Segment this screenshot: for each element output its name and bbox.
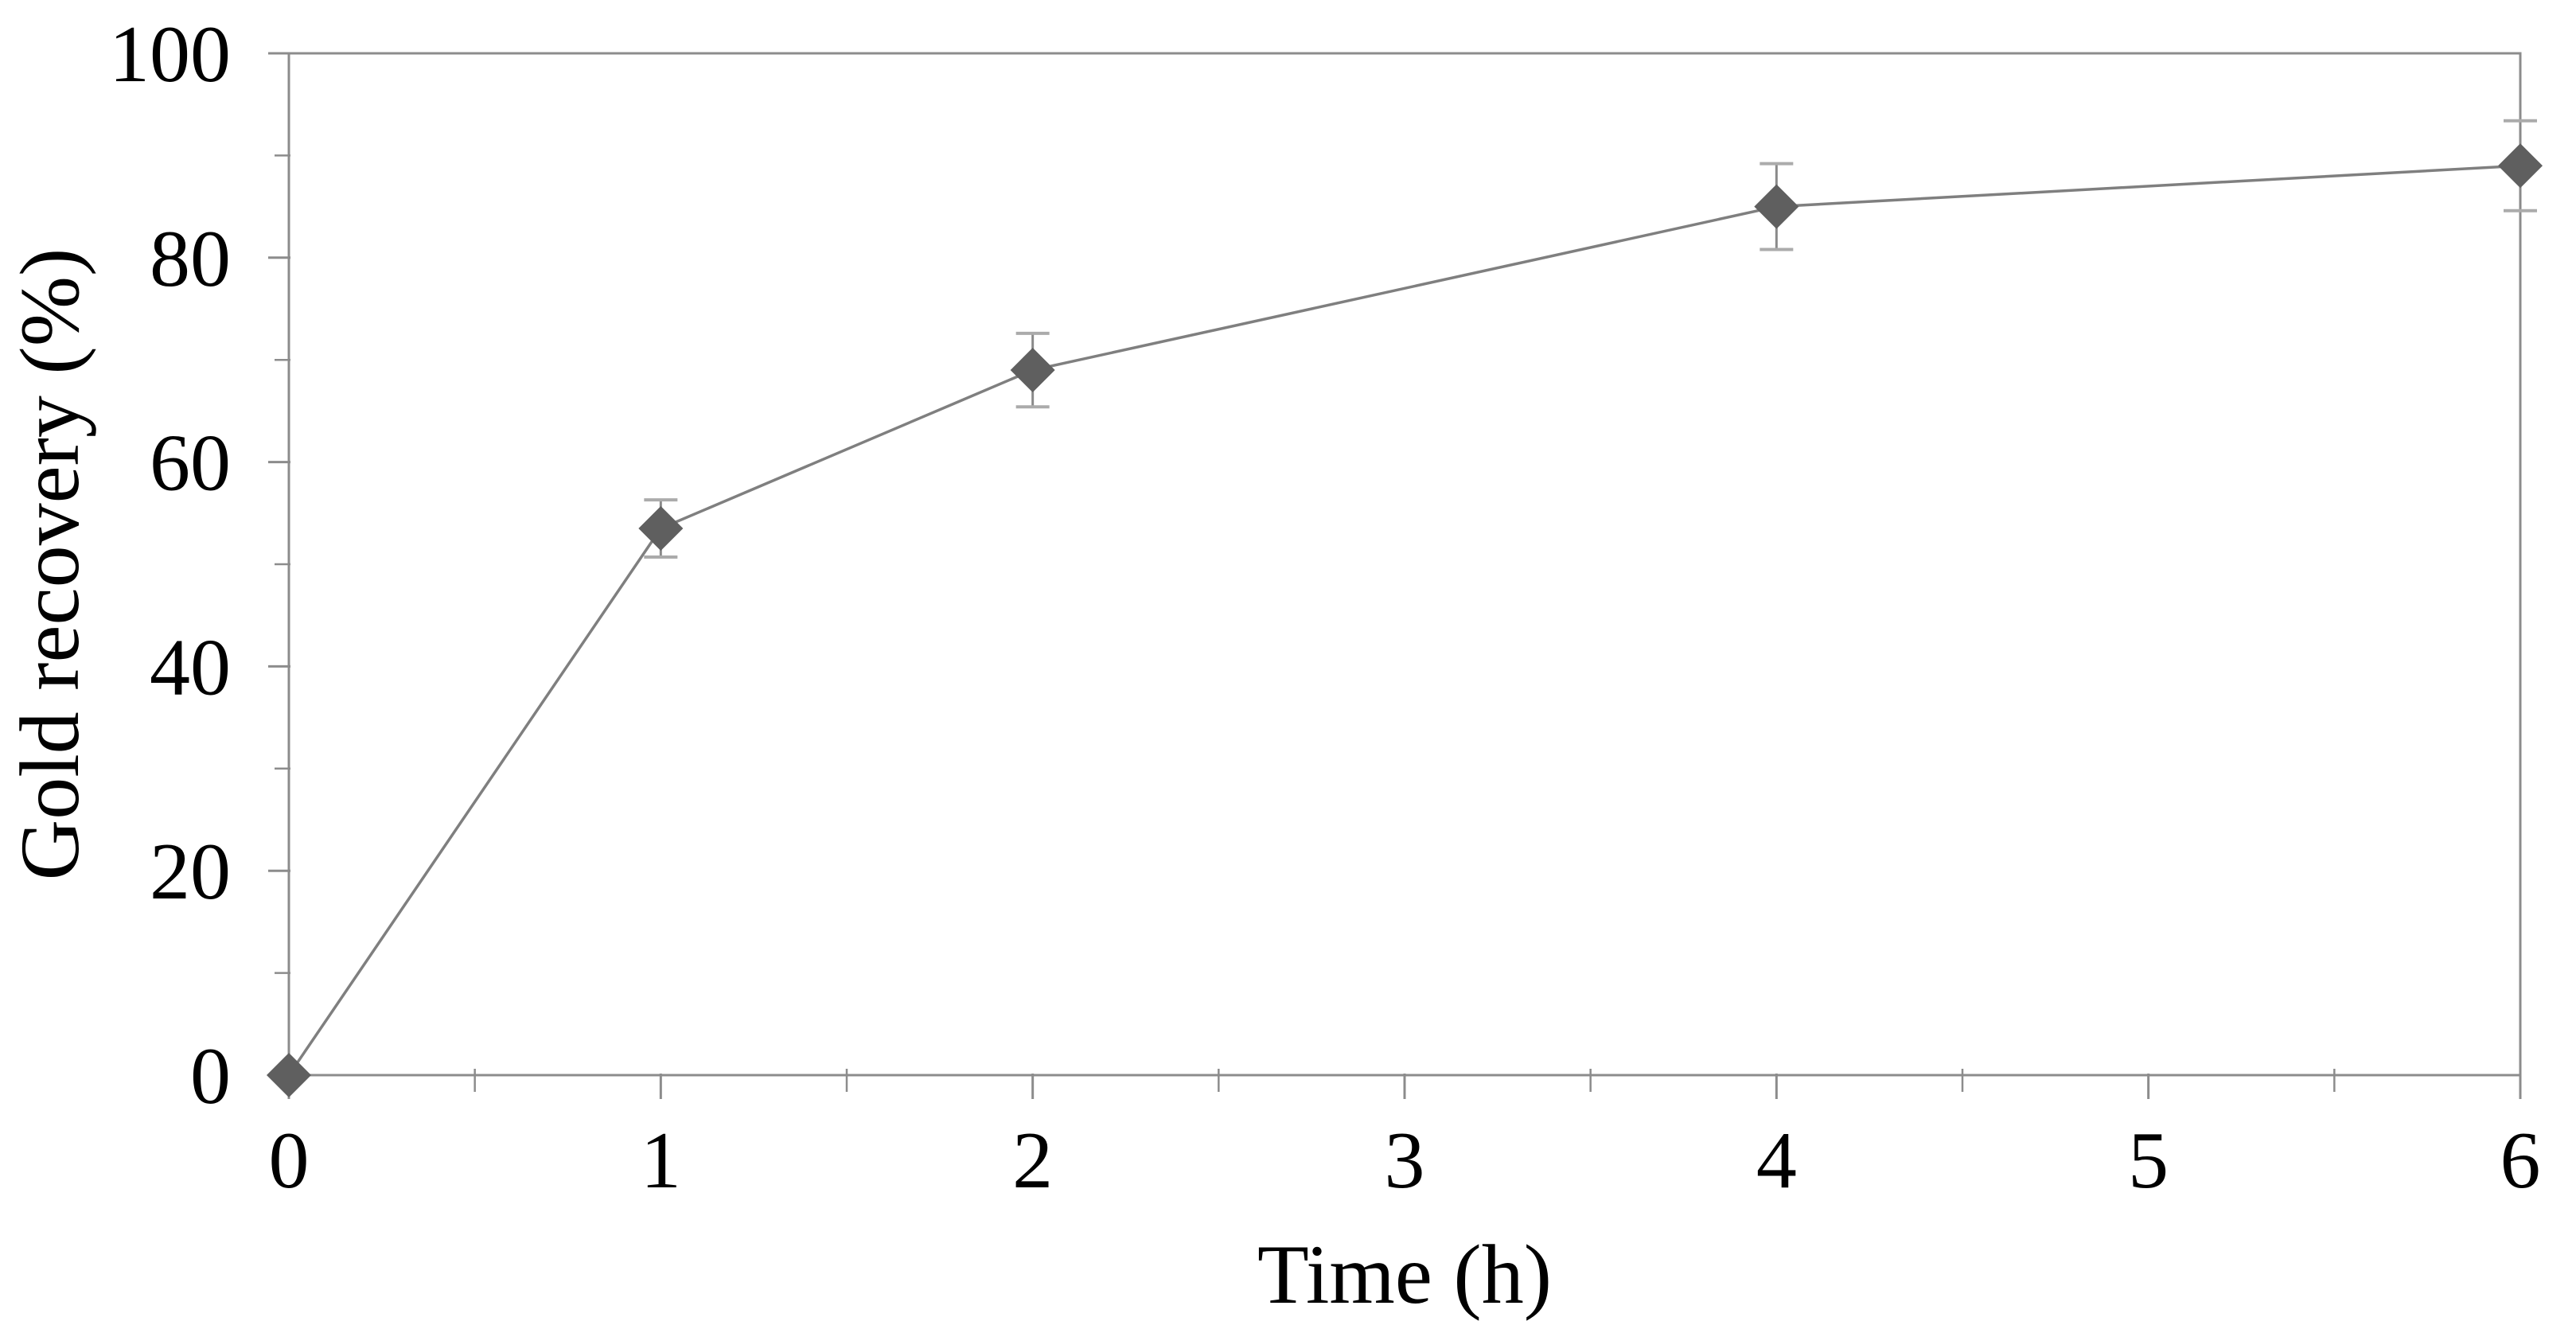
x-tick-label: 3 <box>1385 1116 1425 1206</box>
x-tick-label: 6 <box>2500 1116 2541 1206</box>
y-tick-label: 0 <box>190 1031 231 1121</box>
x-tick-label: 1 <box>641 1116 681 1206</box>
y-tick-label: 40 <box>150 622 231 712</box>
x-tick-label: 0 <box>269 1116 310 1206</box>
data-point-marker <box>1754 184 1799 229</box>
plot-area: 0 20 40 60 80 100 0 1 2 3 4 5 6 <box>109 10 2543 1206</box>
x-tick-label: 4 <box>1756 1116 1797 1206</box>
y-axis-title: Gold recovery (%) <box>3 248 96 881</box>
series-line <box>287 164 2521 1076</box>
data-point-marker <box>638 506 684 551</box>
data-point-marker <box>2498 143 2543 189</box>
y-tick-label: 60 <box>150 419 231 509</box>
plot-border <box>287 52 2522 1077</box>
y-tick-label: 100 <box>109 10 231 99</box>
data-point-marker <box>267 1053 311 1097</box>
y-tick-label: 20 <box>150 827 231 917</box>
data-point-marker <box>1010 348 1055 393</box>
x-axis-title: Time (h) <box>1257 1228 1552 1321</box>
y-tick-label: 80 <box>150 214 231 304</box>
x-tick-label: 5 <box>2128 1116 2169 1206</box>
x-tick-label: 2 <box>1012 1116 1053 1206</box>
